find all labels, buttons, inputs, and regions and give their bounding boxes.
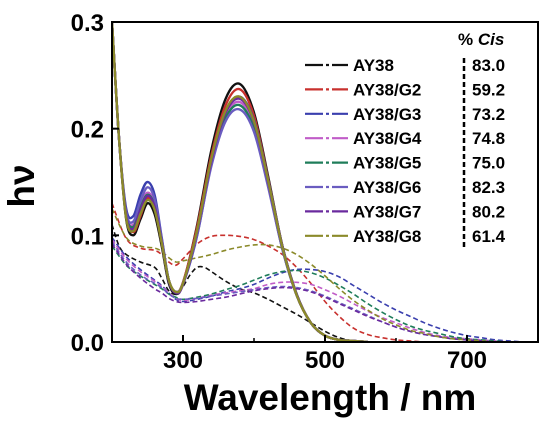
legend-cis-value: 59.2	[472, 80, 505, 99]
legend-cis-value: 61.4	[472, 227, 506, 246]
legend-label: AY38	[353, 56, 394, 75]
series-line-ay38-g6-dashed	[112, 241, 538, 342]
series-line-ay38-g8-dashed	[112, 208, 538, 342]
x-tick-label: 500	[305, 347, 345, 374]
legend-cis-value: 80.2	[472, 202, 505, 221]
legend-label: AY38/G5	[353, 154, 421, 173]
x-axis-title: Wavelength / nm	[184, 377, 477, 418]
legend-cis-value: 83.0	[472, 56, 505, 75]
legend-cis-value: 82.3	[472, 178, 505, 197]
plot-lines	[112, 22, 538, 342]
series-line-ay38-g8-solid	[112, 22, 368, 342]
series-line-ay38-g3-dashed	[112, 237, 538, 342]
axis-tick-labels: 300 500 700 0.0 0.1 0.2 0.3	[71, 10, 487, 374]
x-tick-label: 700	[447, 347, 487, 374]
legend-label: AY38/G8	[353, 227, 421, 246]
legend-label: AY38/G7	[353, 202, 421, 221]
legend-label: AY38/G2	[353, 80, 421, 99]
y-axis-title: hν	[1, 164, 42, 207]
legend-cis-value: 74.8	[472, 129, 505, 148]
legend-cis-value: 73.2	[472, 105, 505, 124]
series-line-ay38-dashed	[112, 224, 368, 342]
legend-label: AY38/G4	[353, 129, 422, 148]
axis-ticks	[112, 21, 468, 343]
y-tick-label: 0.0	[71, 330, 104, 357]
cis-column-header: % Cis	[458, 30, 504, 49]
legend: % Cis AY38 83.0 AY38/G2 59.2 AY38/G3 73.2 AY38/…	[305, 30, 506, 248]
y-tick-label: 0.1	[71, 223, 104, 250]
legend-label: AY38/G6	[353, 178, 421, 197]
legend-cis-value: 75.0	[472, 154, 505, 173]
legend-label: AY38/G3	[353, 105, 421, 124]
x-tick-label: 300	[163, 347, 203, 374]
series-line-ay38-g2-dashed	[112, 202, 439, 342]
y-tick-label: 0.2	[71, 117, 104, 144]
y-tick-label: 0.3	[71, 10, 104, 37]
